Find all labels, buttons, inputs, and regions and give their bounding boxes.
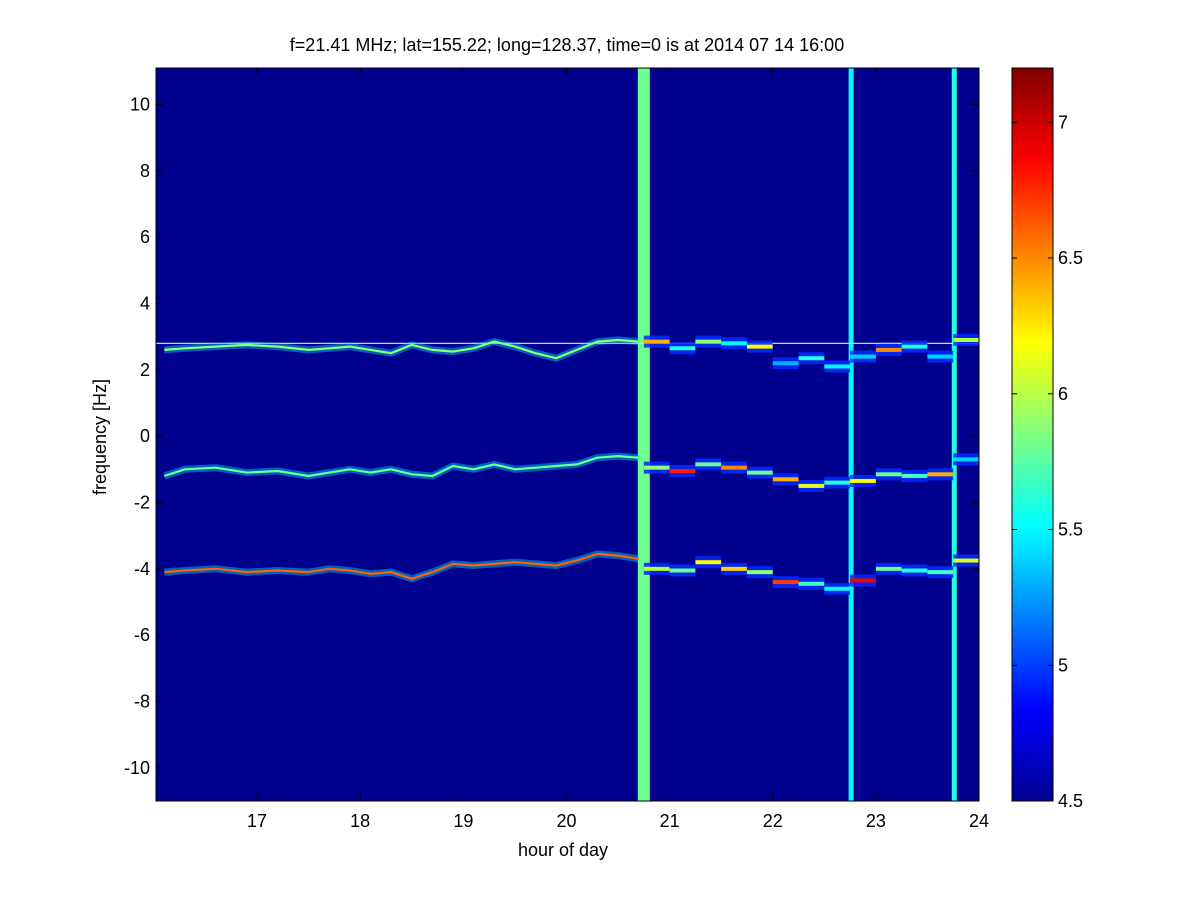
segment (746, 570, 773, 575)
segment (901, 344, 928, 349)
colorbar-tick-label: 5.5 (1058, 520, 1083, 540)
y-axis-label: frequency [Hz] (90, 379, 110, 495)
segment (850, 478, 876, 483)
x-tick-label: 19 (453, 811, 473, 831)
x-axis: 17 18 19 20 21 22 23 24 (247, 68, 989, 831)
x-tick-label: 21 (660, 811, 680, 831)
y-tick-label: -4 (134, 559, 150, 579)
segment (669, 468, 696, 473)
segment (669, 346, 696, 351)
y-tick-label: 4 (140, 293, 150, 313)
colorbar: 4.5 5 5.5 6 6.5 7 (1011, 67, 1083, 811)
x-tick-label: 22 (763, 811, 783, 831)
y-tick-label: 8 (140, 161, 150, 181)
segment (721, 566, 747, 571)
segment (798, 356, 825, 361)
segment (695, 560, 722, 565)
segment (927, 472, 954, 477)
segment (850, 354, 876, 359)
segment (824, 586, 851, 591)
segment (953, 337, 979, 342)
heatmap-content (156, 68, 979, 801)
x-tick-label: 24 (969, 811, 989, 831)
segment (901, 473, 928, 478)
segment (772, 361, 799, 366)
segment (875, 566, 902, 571)
y-axis: -10 -8 -6 -4 -2 0 2 4 6 8 10 (124, 94, 979, 778)
plot-frame (155, 67, 980, 802)
segment (927, 354, 954, 359)
colorbar-tick-label: 4.5 (1058, 791, 1083, 811)
bright-column (951, 68, 957, 801)
segment (695, 462, 722, 467)
segment (901, 568, 928, 573)
segment (927, 570, 954, 575)
x-axis-label: hour of day (518, 840, 608, 860)
y-tick-label: 10 (130, 94, 150, 114)
chart-title: f=21.41 MHz; lat=155.22; long=128.37, ti… (290, 35, 844, 55)
segment (850, 578, 876, 583)
trace-lower (164, 552, 639, 580)
y-tick-label: 6 (140, 227, 150, 247)
segment (772, 580, 799, 585)
segment (643, 465, 670, 470)
trace-upper (164, 338, 639, 360)
colorbar-gradient (1011, 67, 1054, 802)
segment (798, 581, 825, 586)
segment (746, 344, 773, 349)
x-tick-label: 20 (556, 811, 576, 831)
segment (953, 558, 979, 563)
segment (772, 477, 799, 482)
segment (824, 480, 851, 485)
bright-column (637, 68, 650, 801)
y-tick-label: -10 (124, 758, 150, 778)
trace-middle (163, 455, 639, 478)
x-tick-label: 18 (350, 811, 370, 831)
segment (721, 465, 747, 470)
segment (824, 364, 851, 369)
y-tick-label: -8 (134, 691, 150, 711)
bright-column (848, 68, 854, 801)
colorbar-tick-label: 6 (1058, 384, 1068, 404)
segment (643, 339, 670, 344)
colorbar-tick-label: 5 (1058, 655, 1068, 675)
y-tick-label: 2 (140, 360, 150, 380)
segment (695, 339, 722, 344)
y-tick-label: -2 (134, 492, 150, 512)
segment (953, 457, 979, 462)
y-tick-label: 0 (140, 426, 150, 446)
colorbar-ticks: 4.5 5 5.5 6 6.5 7 (1012, 112, 1083, 811)
y-tick-label: -6 (134, 625, 150, 645)
segment (798, 483, 825, 488)
x-tick-label: 23 (866, 811, 886, 831)
segment (669, 568, 696, 573)
colorbar-tick-label: 6.5 (1058, 248, 1083, 268)
segment (746, 470, 773, 475)
colorbar-tick-label: 7 (1058, 112, 1068, 132)
segment (643, 566, 670, 571)
plot-background (156, 68, 979, 801)
segment (875, 347, 902, 352)
x-tick-label: 17 (247, 811, 267, 831)
segment (875, 472, 902, 477)
segment (721, 341, 747, 346)
